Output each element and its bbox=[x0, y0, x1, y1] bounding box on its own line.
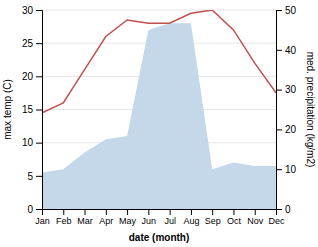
area bbox=[42, 23, 276, 209]
tick-mark bbox=[36, 209, 42, 210]
tick-mark bbox=[36, 76, 42, 77]
tick-label: 0 bbox=[285, 204, 291, 215]
tick-label: Aug bbox=[183, 216, 199, 226]
tick-label: 20 bbox=[285, 124, 297, 135]
tick-label: 30 bbox=[285, 84, 297, 95]
tick-mark bbox=[191, 209, 192, 215]
tick-label: 50 bbox=[285, 5, 297, 16]
tick: Jun bbox=[142, 209, 157, 226]
tick: 40 bbox=[276, 45, 297, 56]
tick-label: Jun bbox=[142, 216, 157, 226]
tick-label: Nov bbox=[247, 216, 264, 226]
tick-label: Apr bbox=[99, 216, 113, 226]
chart: JanFebMarAprMayJunJulAugSepOctNovDec0510… bbox=[0, 0, 318, 247]
y-axis: 0 5 10 15 20 25 30 bbox=[22, 5, 43, 215]
y2-axis-title: med. precipitation (kg/m2) bbox=[305, 52, 316, 168]
y2-axis: 0 10 20 30 40 50 bbox=[276, 5, 297, 215]
tick-label: Sep bbox=[205, 216, 221, 226]
tick-mark bbox=[276, 10, 282, 11]
tick-label: Jan bbox=[35, 216, 50, 226]
tick-label: 25 bbox=[22, 38, 34, 49]
tick-mark bbox=[36, 110, 42, 111]
tick-mark bbox=[148, 209, 149, 215]
tick: 0 bbox=[27, 204, 42, 215]
tick: 50 bbox=[276, 5, 297, 16]
tick-label: Mar bbox=[77, 216, 93, 226]
y-axis-title: max temp (C) bbox=[2, 79, 13, 140]
plot: JanFebMarAprMayJunJulAugSepOctNovDec0510… bbox=[22, 5, 297, 227]
tick-mark bbox=[276, 50, 282, 51]
tick: 10 bbox=[22, 137, 42, 148]
tick: 20 bbox=[22, 71, 42, 82]
tick: Jul bbox=[164, 209, 176, 226]
grid-line bbox=[42, 10, 276, 11]
tick: Oct bbox=[227, 209, 242, 226]
tick: 30 bbox=[22, 5, 42, 16]
tick-label: 5 bbox=[27, 171, 33, 182]
tick: Sep bbox=[205, 209, 221, 226]
tick-mark bbox=[276, 169, 282, 170]
tick: 5 bbox=[27, 171, 42, 182]
axis-line bbox=[277, 11, 283, 210]
tick-mark bbox=[233, 209, 234, 215]
line bbox=[42, 10, 276, 113]
tick-mark bbox=[276, 90, 282, 91]
tick-mark bbox=[63, 209, 64, 215]
tick: Nov bbox=[247, 209, 264, 226]
marks bbox=[42, 10, 276, 209]
axis-line bbox=[36, 11, 43, 210]
tick-label: Jul bbox=[164, 216, 176, 226]
tick-label: 40 bbox=[285, 45, 297, 56]
tick-label: Oct bbox=[227, 216, 242, 226]
tick: Dec bbox=[268, 209, 285, 226]
tick-mark bbox=[36, 143, 42, 144]
tick: 0 bbox=[276, 204, 291, 215]
axis-line bbox=[43, 210, 277, 216]
tick-label: May bbox=[119, 216, 137, 226]
tick-label: Dec bbox=[268, 216, 285, 226]
tick: Feb bbox=[56, 209, 72, 226]
tick-mark bbox=[127, 209, 128, 215]
tick: Jan bbox=[35, 209, 50, 226]
tick: Apr bbox=[99, 209, 113, 226]
x-axis: Jan Feb Mar Apr May Jun Jul Aug Sep Oct Nov Dec bbox=[35, 209, 285, 226]
tick-label: 0 bbox=[27, 204, 33, 215]
grid bbox=[42, 10, 276, 209]
x-axis-title: date (month) bbox=[129, 232, 190, 243]
tick-mark bbox=[85, 209, 86, 215]
tick-mark bbox=[36, 10, 42, 11]
tick: 30 bbox=[276, 84, 297, 95]
tick: 25 bbox=[22, 38, 42, 49]
tick: 10 bbox=[276, 164, 297, 175]
tick-mark bbox=[36, 176, 42, 177]
tick: Aug bbox=[183, 209, 199, 226]
tick: 15 bbox=[22, 104, 42, 115]
tick-mark bbox=[276, 209, 282, 210]
tick: 20 bbox=[276, 124, 297, 135]
tick-label: 10 bbox=[285, 164, 297, 175]
tick: Mar bbox=[77, 209, 93, 226]
tick-mark bbox=[170, 209, 171, 215]
tick: May bbox=[119, 209, 137, 226]
tick-mark bbox=[255, 209, 256, 215]
tick-label: 30 bbox=[22, 5, 34, 16]
tick-label: 20 bbox=[22, 71, 34, 82]
tick-mark bbox=[36, 43, 42, 44]
tick-label: 10 bbox=[22, 137, 34, 148]
tick-label: Feb bbox=[56, 216, 72, 226]
tick-mark bbox=[106, 209, 107, 215]
tick-label: 15 bbox=[22, 104, 34, 115]
tick-mark bbox=[276, 129, 282, 130]
tick-mark bbox=[212, 209, 213, 215]
